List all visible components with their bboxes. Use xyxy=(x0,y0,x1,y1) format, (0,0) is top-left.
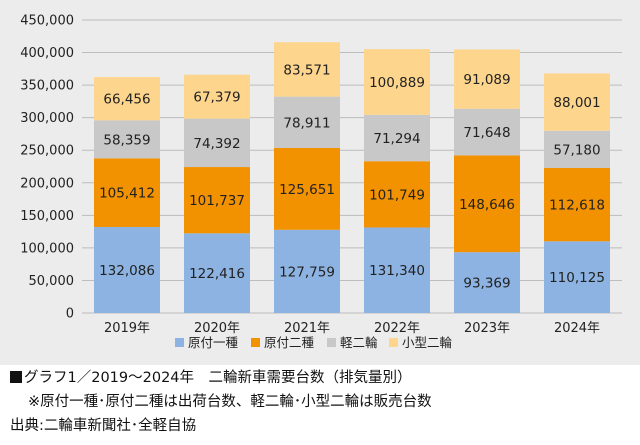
legend-label: 原付二種 xyxy=(264,335,315,350)
bar-value-label: 93,369 xyxy=(463,276,510,292)
bar-value-label: 71,294 xyxy=(373,131,420,147)
legend-swatch xyxy=(251,338,260,347)
bar-segment xyxy=(544,130,610,168)
legend-swatch xyxy=(389,338,398,347)
bar-segment xyxy=(94,77,160,121)
bar-value-label: 57,180 xyxy=(553,142,600,158)
y-tick-label: 50,000 xyxy=(29,274,75,289)
bar-value-label: 127,759 xyxy=(279,264,335,280)
bar-segment xyxy=(364,49,430,115)
y-tick-label: 400,000 xyxy=(20,46,74,61)
bar-segment xyxy=(274,96,340,149)
x-tick-label: 2021年 xyxy=(284,321,330,336)
bar-segment xyxy=(364,227,430,313)
bar-value-label: 122,416 xyxy=(189,266,245,282)
caption-note: ※原付一種･原付二種は出荷台数、軽二輪･小型二輪は販売台数 xyxy=(28,394,432,410)
x-tick-label: 2019年 xyxy=(104,321,150,336)
legend-swatch xyxy=(175,338,184,347)
bar-segment xyxy=(184,118,250,168)
bar-value-label: 100,889 xyxy=(369,75,425,91)
y-tick-label: 0 xyxy=(66,307,74,322)
legend-label: 軽二輪 xyxy=(340,335,378,350)
x-tick-label: 2020年 xyxy=(194,321,240,336)
bar-value-label: 67,379 xyxy=(193,90,240,106)
bar-segment xyxy=(454,252,520,313)
caption-source: 出典:二輪車新聞社･全軽自協 xyxy=(10,418,197,434)
bar-segment xyxy=(544,167,610,242)
bar-segment xyxy=(274,42,340,97)
caption-title-line: グラフ1／2019～2024年 二輪新車需要台数（排気量別） xyxy=(10,366,635,390)
bar-segment xyxy=(184,233,250,313)
bar-segment xyxy=(364,161,430,228)
bar-value-label: 105,412 xyxy=(99,186,155,202)
bar-segment xyxy=(94,226,160,313)
y-tick-label: 100,000 xyxy=(20,241,74,256)
bar-value-label: 88,001 xyxy=(553,95,600,111)
square-bullet-icon xyxy=(10,371,22,383)
x-tick-label: 2023年 xyxy=(464,321,510,336)
bar-value-label: 125,651 xyxy=(279,182,335,198)
y-tick-label: 300,000 xyxy=(20,111,74,126)
x-tick-label: 2024年 xyxy=(554,321,600,336)
bar-segment xyxy=(454,108,520,156)
y-tick-label: 200,000 xyxy=(20,176,74,191)
bar-value-label: 101,737 xyxy=(189,193,245,209)
y-tick-label: 350,000 xyxy=(20,79,74,94)
x-tick-label: 2022年 xyxy=(374,321,420,336)
bar-segment xyxy=(274,229,340,313)
chart-panel: 0 50,000 100,000 150,000 200,000 250,000 300,0… xyxy=(0,0,640,365)
bar-value-label: 58,359 xyxy=(103,132,150,148)
bar-value-label: 110,125 xyxy=(549,270,605,286)
bar-value-label: 101,749 xyxy=(369,187,425,203)
legend-label: 小型二輪 xyxy=(402,335,453,350)
bar-segment xyxy=(274,148,340,230)
bar-value-label: 66,456 xyxy=(103,92,150,108)
bar-segment xyxy=(184,74,250,119)
bar-segment xyxy=(94,120,160,159)
bar-segment xyxy=(544,73,610,131)
bar-segment xyxy=(94,158,160,227)
bar-segment xyxy=(544,241,610,313)
bar-value-label: 71,648 xyxy=(463,125,510,141)
stacked-bar-chart: 0 50,000 100,000 150,000 200,000 250,000 300,0… xyxy=(20,14,622,350)
caption-title: グラフ1／2019～2024年 二輪新車需要台数（排気量別） xyxy=(24,370,412,386)
bar-value-label: 78,911 xyxy=(283,115,330,131)
y-tick-label: 450,000 xyxy=(20,14,74,29)
bar-segment xyxy=(454,155,520,253)
legend-label: 原付一種 xyxy=(188,335,239,350)
legend-swatch xyxy=(327,338,336,347)
bar-segment xyxy=(364,114,430,162)
bar-segment xyxy=(454,49,520,109)
bar-value-label: 83,571 xyxy=(283,62,330,78)
figure-caption: グラフ1／2019～2024年 二輪新車需要台数（排気量別） ※原付一種･原付二… xyxy=(10,366,635,438)
y-tick-label: 150,000 xyxy=(20,209,74,224)
bar-value-label: 91,089 xyxy=(463,72,510,88)
bar-value-label: 148,646 xyxy=(459,197,515,213)
bar-segment xyxy=(184,167,250,234)
bar-value-label: 132,086 xyxy=(99,263,155,279)
bar-value-label: 74,392 xyxy=(193,136,240,152)
y-tick-label: 250,000 xyxy=(20,144,74,159)
bar-value-label: 112,618 xyxy=(549,198,605,214)
bar-value-label: 131,340 xyxy=(369,263,425,279)
